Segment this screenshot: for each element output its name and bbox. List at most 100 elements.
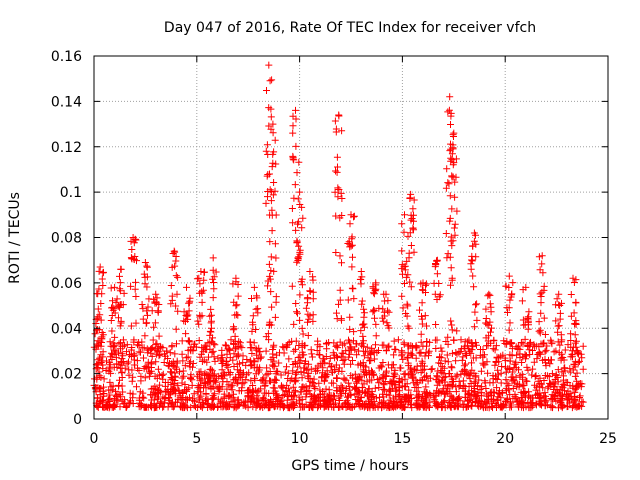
data-point (533, 355, 541, 363)
data-point (302, 401, 310, 409)
data-point (293, 238, 301, 246)
data-point (573, 369, 581, 377)
data-point (470, 229, 478, 237)
data-point (257, 385, 265, 393)
data-point (113, 396, 121, 404)
data-point (94, 305, 102, 313)
data-point (168, 292, 176, 300)
data-point (152, 290, 160, 298)
data-point (511, 360, 519, 368)
data-point (402, 310, 410, 317)
data-point (116, 285, 124, 293)
data-point (476, 351, 484, 359)
data-point (225, 393, 233, 401)
data-point (304, 318, 311, 326)
data-point (298, 374, 306, 382)
data-point (461, 393, 469, 401)
data-point (307, 402, 315, 410)
data-point (415, 349, 423, 357)
data-point (398, 404, 406, 411)
data-point (402, 398, 410, 405)
data-point (425, 352, 432, 360)
data-point (154, 389, 162, 397)
data-point (255, 368, 263, 376)
data-point (417, 362, 425, 370)
data-point (508, 377, 516, 385)
data-point (107, 284, 115, 292)
data-point (436, 354, 443, 361)
y-tick-label: 0.08 (51, 231, 82, 247)
data-point (349, 253, 356, 261)
data-point (299, 330, 307, 338)
data-point (252, 305, 260, 313)
data-point (251, 376, 259, 384)
data-point (293, 169, 301, 177)
data-point (271, 313, 279, 321)
data-point (152, 341, 160, 349)
data-point (198, 298, 206, 306)
data-point (96, 384, 104, 392)
data-point (371, 314, 378, 322)
data-point (381, 297, 389, 305)
data-point (164, 355, 172, 362)
data-point (419, 279, 427, 287)
data-point (570, 279, 578, 286)
data-point (346, 350, 354, 358)
data-point (189, 347, 197, 355)
data-points (90, 61, 587, 412)
data-point (338, 402, 346, 410)
data-point (290, 347, 298, 355)
data-point (133, 257, 140, 265)
data-point (460, 362, 468, 370)
data-point (216, 385, 224, 393)
data-point (560, 372, 567, 380)
data-point (294, 309, 301, 317)
data-point (558, 368, 566, 376)
data-point (204, 400, 212, 408)
data-point (207, 385, 215, 393)
data-point (548, 340, 556, 348)
data-point (298, 324, 306, 332)
data-point (469, 272, 477, 280)
data-point (407, 364, 415, 372)
data-point (372, 394, 380, 402)
data-point (127, 282, 135, 290)
data-point (433, 372, 441, 380)
data-point (360, 352, 368, 360)
data-point (490, 336, 498, 344)
data-point (195, 337, 203, 344)
data-point (350, 212, 358, 220)
data-point (441, 381, 449, 389)
data-point (109, 351, 117, 359)
data-point (144, 303, 152, 311)
data-point (257, 353, 265, 361)
data-point (271, 240, 279, 248)
data-point (548, 370, 556, 378)
data-point (371, 384, 379, 392)
data-point (433, 270, 441, 278)
data-point (195, 396, 203, 404)
data-point (403, 257, 411, 265)
data-point (132, 293, 140, 300)
data-point (404, 232, 412, 240)
y-tick-label: 0 (73, 412, 82, 428)
data-point (129, 234, 137, 241)
data-point (180, 317, 188, 325)
data-point (352, 340, 360, 348)
data-point (495, 358, 503, 366)
data-point (190, 390, 198, 398)
data-point (511, 393, 519, 401)
data-point (484, 369, 492, 377)
data-point (340, 375, 348, 383)
data-point (507, 401, 515, 409)
data-point (418, 312, 425, 320)
data-point (116, 272, 123, 280)
data-point (110, 404, 118, 411)
data-point (447, 373, 455, 381)
data-point (441, 397, 449, 405)
data-point (420, 402, 428, 410)
data-point (450, 159, 458, 167)
data-point (332, 361, 340, 369)
data-point (264, 370, 272, 378)
data-point (572, 385, 579, 393)
